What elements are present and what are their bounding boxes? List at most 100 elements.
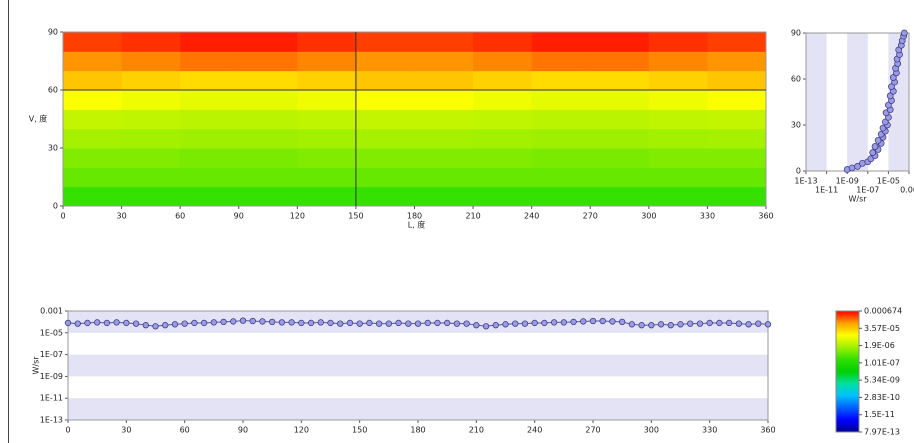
point (886, 92, 894, 100)
heat-cell (707, 109, 767, 130)
point (278, 319, 286, 326)
point (259, 318, 266, 325)
point (888, 83, 895, 91)
x-tick-label: 30 (116, 212, 126, 221)
heat-cell (590, 128, 650, 149)
heat-cell (121, 32, 181, 52)
colorbar-tick-label: 2.83E-10 (864, 393, 900, 402)
heat-cell (121, 148, 181, 168)
x-tick-label: 1E-11 (815, 186, 838, 195)
point (327, 319, 334, 327)
heat-cell (707, 32, 767, 52)
x-tick-label: 90 (238, 426, 248, 435)
point (288, 319, 295, 326)
point (696, 320, 704, 327)
heat-cell (648, 32, 708, 52)
heat-cell (707, 128, 767, 149)
point (191, 319, 198, 327)
x-tick-label: 60 (175, 212, 185, 221)
heat-cell (121, 186, 181, 207)
heat-cell (180, 148, 240, 168)
x-tick-label: 180 (407, 212, 422, 221)
point (337, 320, 344, 327)
heat-cell (297, 90, 357, 110)
point (619, 318, 626, 326)
point (687, 320, 694, 327)
point (764, 321, 772, 328)
heat-cell (590, 148, 650, 168)
point (375, 320, 383, 327)
heat-cell (590, 109, 650, 130)
heat-cell (63, 70, 123, 91)
x-tick-label: 330 (702, 426, 717, 435)
point (220, 318, 227, 326)
heat-cell (707, 148, 767, 168)
heat-cell (648, 90, 708, 110)
x-tick-label: 0 (60, 212, 65, 221)
heat-cell (63, 51, 123, 72)
point (677, 321, 684, 328)
heat-cell (297, 109, 357, 130)
y-tick-label: 90 (791, 29, 801, 38)
heat-cell (531, 128, 591, 149)
colorbar-tick-label: 1.5E-11 (864, 410, 895, 419)
y-tick-label: 1E-11 (40, 394, 63, 403)
point (745, 321, 752, 328)
point (200, 319, 208, 327)
heat-cell (297, 167, 357, 188)
heat-cell (648, 167, 708, 188)
x-tick-label: 120 (290, 212, 305, 221)
point (667, 322, 674, 329)
y-tick-label: 1E-07 (40, 350, 63, 359)
y-tick-label: 30 (48, 144, 58, 153)
heat-cell (355, 109, 415, 130)
heat-cell (238, 167, 298, 188)
colorbar-tick-label: 0.000674 (864, 307, 902, 316)
x-tick-label: 360 (758, 212, 773, 221)
point (405, 320, 412, 327)
heat-cell (473, 148, 533, 168)
heat-cell (531, 32, 591, 52)
x-tick-label: 180 (410, 426, 425, 435)
heat-cell (414, 70, 474, 91)
colorbar-tick-label: 7.97E-13 (864, 428, 900, 437)
x-tick-label: 0.00 (900, 186, 914, 195)
x-tick-label: 270 (585, 426, 600, 435)
point (103, 319, 111, 327)
point (210, 319, 217, 326)
point (181, 320, 188, 327)
heat-cell (473, 186, 533, 207)
heat-cell (531, 90, 591, 110)
heat-cell (707, 51, 767, 72)
heat-cell (238, 109, 298, 130)
y-tick-label: 60 (48, 86, 58, 95)
band (806, 33, 827, 171)
point (463, 320, 470, 327)
heat-cell (238, 51, 298, 72)
point (249, 317, 256, 325)
point (453, 320, 461, 327)
heat-cell (648, 128, 708, 149)
colorbar (835, 310, 860, 433)
x-tick-label: 240 (524, 212, 539, 221)
x-tick-label: 60 (180, 426, 190, 435)
x-tick-label: 1E-09 (836, 177, 859, 186)
x-tick-label: 150 (352, 426, 367, 435)
heat-cell (238, 148, 298, 168)
point (424, 319, 431, 327)
heat-cell (355, 186, 415, 207)
plot-frame (67, 310, 769, 421)
heat-cell (121, 51, 181, 72)
y-tick-label: 0 (53, 202, 58, 211)
x-tick-label: 270 (583, 212, 598, 221)
heat-cell (648, 109, 708, 130)
heat-cell (707, 70, 767, 91)
point (885, 101, 892, 109)
heat-cell (180, 167, 240, 188)
heat-cell (590, 186, 650, 207)
heat-cell (63, 148, 123, 168)
x-tick-label: 300 (644, 426, 659, 435)
point (84, 319, 91, 327)
x-tick-label: 90 (234, 212, 244, 221)
